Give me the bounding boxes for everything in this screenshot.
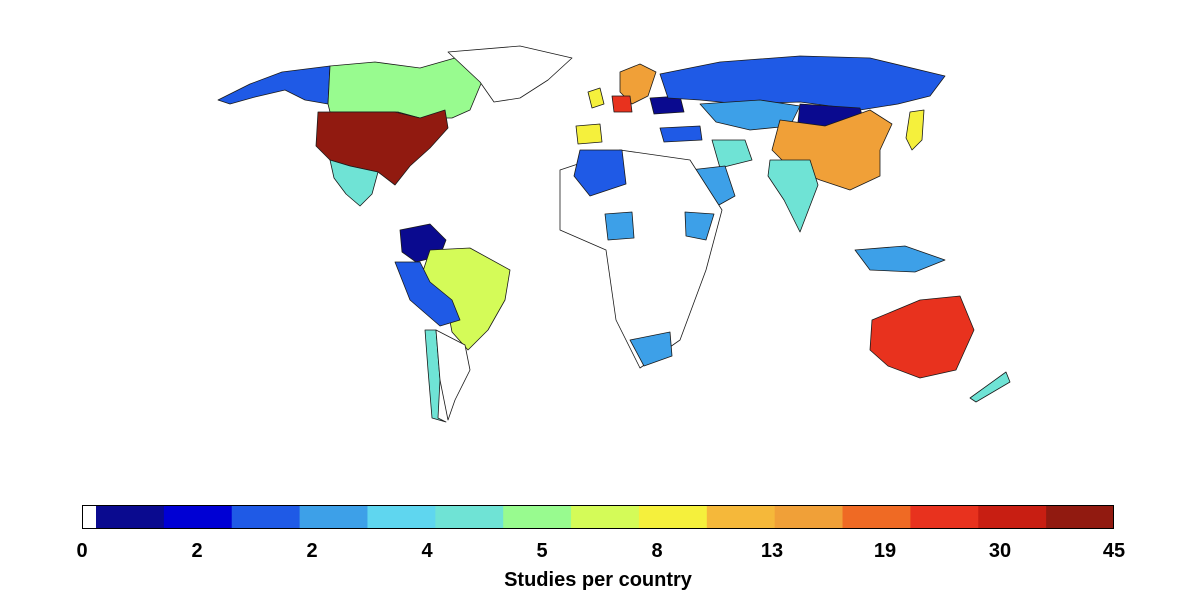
colorbar-segment [910,505,979,529]
region-algeria [573,149,627,197]
colorbar-segment [503,505,572,529]
colorbar-tick: 30 [988,540,1012,562]
colorbar-segment [706,505,776,529]
region-russia [659,55,946,111]
region-indonesia [854,245,946,273]
colorbar-tick: 19 [873,540,897,562]
region-scandinavia [619,63,657,105]
colorbar-segment [367,505,436,529]
colorbar-gradient [82,505,1115,529]
region-japan [905,109,925,151]
colorbar-tick: 4 [421,540,433,562]
colorbar-tick: 8 [651,540,663,562]
colorbar-segment [82,505,96,529]
colorbar [82,505,1115,529]
colorbar-title: Studies per country [504,569,692,591]
region-africa-other [559,149,723,369]
region-peru [394,261,461,327]
colorbar-tick: 5 [536,540,548,562]
colorbar-tick: 45 [1102,540,1126,562]
region-australia [869,295,975,379]
colorbar-segment [1046,505,1115,529]
colorbar-segment [435,505,504,529]
region-argentina [435,329,471,421]
colorbar-segment [163,505,233,529]
colorbar-segment [978,505,1047,529]
region-turkey [659,125,703,143]
colorbar-segment [638,505,708,529]
region-south-africa [629,331,673,367]
colorbar-tick: 2 [191,540,203,562]
colorbar-tick: 0 [76,540,88,562]
region-greenland [447,45,573,103]
colorbar-segment [96,505,165,529]
colorbar-segment [842,505,911,529]
region-new-zealand [969,371,1011,403]
region-nigeria [604,211,635,241]
world-map [217,45,1011,423]
colorbar-tick: 13 [760,540,784,562]
region-spain [575,123,603,145]
region-germany [611,95,633,113]
region-iran [711,139,753,169]
region-india [767,159,819,233]
colorbar-segment [571,505,640,529]
region-ethiopia [684,211,715,241]
region-alaska [217,65,331,105]
colorbar-segment [231,505,301,529]
colorbar-tick: 2 [306,540,318,562]
region-mexico [329,159,379,207]
colorbar-segment [774,505,844,529]
region-uk [587,87,605,109]
colorbar-segment [299,505,368,529]
